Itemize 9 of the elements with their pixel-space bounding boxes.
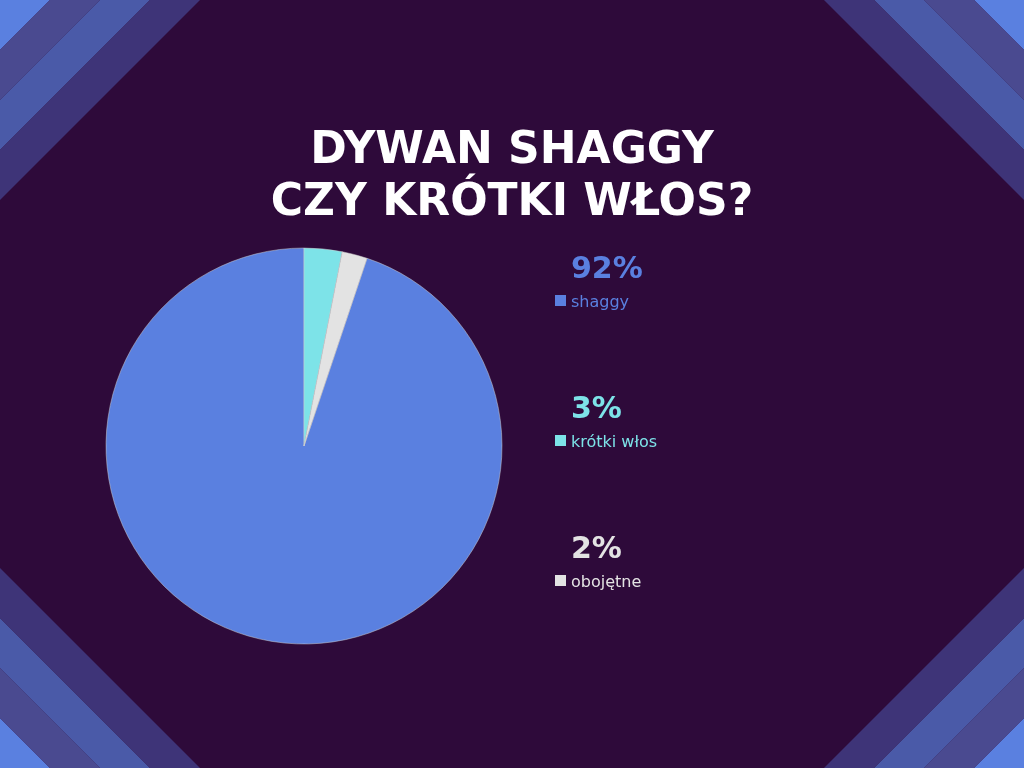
- data-label: 3%: [571, 390, 622, 425]
- pie-slice: [303, 251, 368, 447]
- data-label: 2%: [571, 530, 622, 565]
- chart-title: DYWAN SHAGGY CZY KRÓTKI WŁOS?: [270, 122, 754, 225]
- legend-label: shaggy: [571, 292, 630, 311]
- pie-slice: [105, 247, 503, 645]
- legend-label: obojętne: [571, 572, 642, 591]
- legend-label: krótki włos: [571, 432, 658, 451]
- data-label: 92%: [571, 250, 643, 285]
